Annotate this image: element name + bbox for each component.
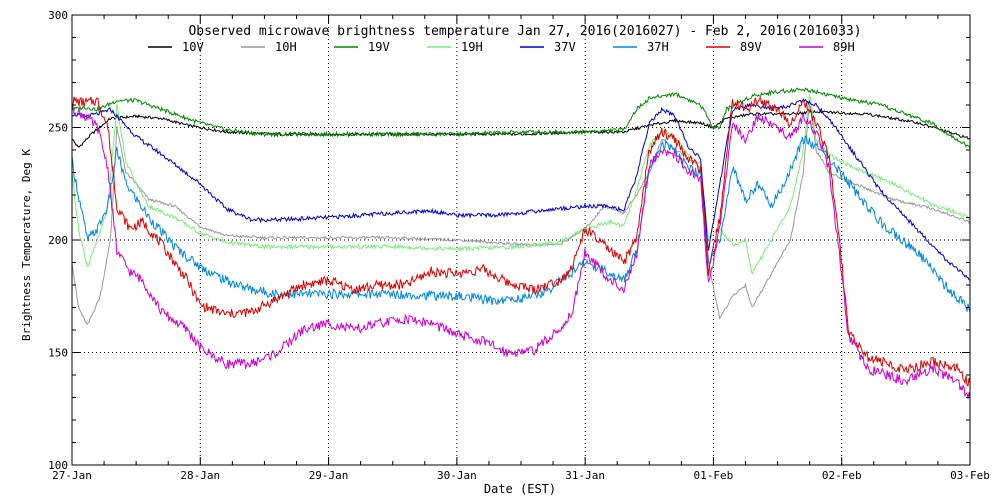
legend: 10V 10H 19V 19H 37V 37H 89V 89H (148, 40, 855, 54)
x-tick-label: 27-Jan (52, 469, 92, 482)
legend-label-10v: 10V (182, 40, 204, 54)
y-tick-label: 150 (48, 347, 68, 360)
series-line-19v (71, 87, 971, 149)
y-axis-label: Brightness Temperature, Deg K (20, 149, 33, 341)
series-line-10h (71, 103, 971, 326)
y-tick-label: 100 (48, 459, 68, 472)
series-layer (71, 87, 971, 399)
x-tick-label: 30-Jan (437, 469, 477, 482)
legend-label-37v: 37V (554, 40, 576, 54)
grid-lines (72, 15, 970, 465)
y-tick-labels: 100 150 200 250 300 (48, 9, 68, 472)
y-tick-label: 300 (48, 9, 68, 22)
axis-ticks (71, 14, 971, 466)
x-axis-label: Date (EST) (484, 482, 556, 496)
series-line-89v (71, 96, 971, 387)
legend-label-10h: 10H (275, 40, 297, 54)
x-tick-label: 03-Feb (950, 469, 990, 482)
series-line-10v (71, 109, 971, 148)
x-tick-label: 28-Jan (180, 469, 220, 482)
legend-label-89v: 89V (740, 40, 762, 54)
x-tick-labels: 27-Jan 28-Jan 29-Jan 30-Jan 31-Jan 01-Feb 02-F… (52, 469, 990, 482)
series-line-89h (71, 105, 971, 399)
series-line-19h (71, 94, 971, 275)
chart-title: Observed microwave brightness temperatur… (188, 24, 861, 39)
series-line-37h (71, 135, 971, 313)
legend-label-37h: 37H (647, 40, 669, 54)
y-tick-label: 250 (48, 122, 68, 135)
x-tick-label: 02-Feb (822, 469, 862, 482)
legend-label-19h: 19H (461, 40, 483, 54)
legend-label-89h: 89H (833, 40, 855, 54)
x-tick-label: 29-Jan (309, 469, 349, 482)
legend-label-19v: 19V (368, 40, 390, 54)
series-line-37v (71, 98, 971, 281)
x-tick-label: 01-Feb (694, 469, 734, 482)
y-tick-label: 200 (48, 234, 68, 247)
x-tick-label: 31-Jan (565, 469, 605, 482)
